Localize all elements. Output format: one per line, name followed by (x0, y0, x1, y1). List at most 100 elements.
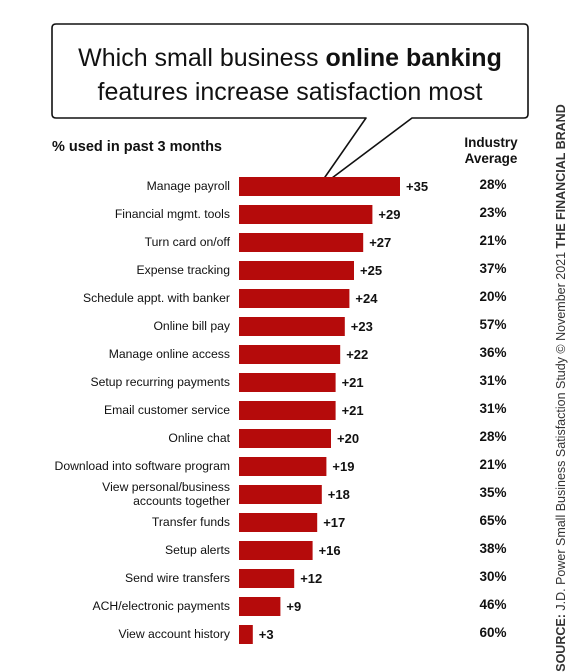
category-label-line: Schedule appt. with banker (82, 290, 230, 305)
chart-title-line-2: features increase satisfaction most (97, 78, 483, 106)
value-label-11: +18 (327, 486, 350, 502)
industry-average-4: 20% (479, 288, 507, 304)
industry-average-header: Industry Average (455, 135, 527, 167)
bar-14 (239, 569, 295, 588)
industry-average-13: 38% (479, 540, 507, 556)
category-label-line: Online chat (168, 430, 230, 445)
industry-average-11: 35% (479, 484, 507, 500)
value-label-2: +27 (369, 234, 392, 250)
category-label-5: Online bill pay (153, 319, 230, 333)
category-label-7: Setup recurring payments (90, 375, 230, 389)
category-label-line: View personal/business (102, 479, 230, 494)
industry-average-1: 23% (479, 204, 507, 220)
industry-average-15: 46% (479, 596, 507, 612)
category-label-1: Financial mgmt. tools (115, 207, 230, 221)
category-label-2: Turn card on/off (145, 235, 230, 249)
category-label-0: Manage payroll (147, 179, 230, 193)
category-label-line: Setup alerts (164, 542, 230, 557)
category-label-14: Send wire transfers (125, 571, 230, 585)
chart-subtitle: % used in past 3 months (52, 139, 222, 155)
category-label-line: accounts together (133, 493, 230, 508)
category-label-line: Setup recurring payments (90, 374, 230, 389)
bar-8 (239, 401, 336, 420)
category-label-line: Online bill pay (153, 318, 230, 333)
value-label-0: +35 (406, 178, 429, 194)
category-label-11: View personal/business accounts together (102, 480, 230, 508)
brand-name: THE FINANCIAL BRAND (554, 104, 568, 249)
category-label-16: View account history (118, 627, 230, 641)
bar-10 (239, 457, 327, 476)
industry-average-16: 60% (479, 624, 507, 640)
value-label-10: +19 (332, 458, 355, 474)
source-label: SOURCE: (554, 614, 568, 672)
bar-13 (239, 541, 313, 560)
category-label-8: Email customer service (104, 403, 230, 417)
industry-average-7: 31% (479, 372, 507, 388)
value-label-3: +25 (360, 262, 383, 278)
category-label-line: Download into software program (54, 458, 230, 473)
industry-average-5: 57% (479, 316, 507, 332)
industry-average-12: 65% (479, 512, 507, 528)
category-label-13: Setup alerts (165, 543, 230, 557)
category-label-line: View account history (118, 626, 230, 641)
value-label-6: +22 (346, 346, 369, 362)
bar-15 (239, 597, 281, 616)
bar-5 (239, 317, 345, 336)
bar-2 (239, 233, 364, 252)
category-label-10: Download into software program (55, 459, 230, 473)
category-label-3: Expense tracking (137, 263, 231, 277)
category-label-15: ACH/electronic payments (92, 599, 230, 613)
category-label-line: Email customer service (104, 402, 230, 417)
category-label-line: ACH/electronic payments (92, 598, 230, 613)
bar-1 (239, 205, 373, 224)
industry-average-0: 28% (479, 176, 507, 192)
category-label-line: Transfer funds (151, 514, 230, 529)
value-label-16: +3 (258, 626, 274, 642)
value-label-8: +21 (341, 402, 364, 418)
bar-7 (239, 373, 336, 392)
industry-average-header-line-2: Average (464, 151, 518, 166)
category-label-line: Manage payroll (146, 178, 230, 193)
value-label-1: +29 (378, 206, 401, 222)
title-regular-text: Which small business (78, 44, 326, 72)
industry-average-8: 31% (479, 400, 507, 416)
bar-16 (239, 625, 253, 644)
value-label-15: +9 (286, 598, 302, 614)
industry-average-14: 30% (479, 568, 507, 584)
category-label-6: Manage online access (109, 347, 230, 361)
bar-0 (239, 177, 400, 196)
industry-average-3: 37% (479, 260, 507, 276)
speech-bubble (51, 23, 529, 191)
category-label-9: Online chat (168, 431, 230, 445)
industry-average-9: 28% (479, 428, 507, 444)
category-label-12: Transfer funds (152, 515, 230, 529)
chart-title-line-1: Which small business online banking (55, 44, 525, 73)
source-text: J.D. Power Small Business Satisfaction S… (554, 248, 568, 615)
title-bold-text: online banking (325, 44, 502, 72)
bar-11 (239, 485, 322, 504)
value-label-12: +17 (323, 514, 346, 530)
industry-average-6: 36% (479, 344, 507, 360)
value-label-4: +24 (355, 290, 378, 306)
value-label-7: +21 (341, 374, 364, 390)
bar-6 (239, 345, 341, 364)
source-note: SOURCE: J.D. Power Small Business Satisf… (554, 104, 568, 672)
category-label-4: Schedule appt. with banker (83, 291, 230, 305)
category-label-line: Turn card on/off (144, 234, 230, 249)
category-label-line: Expense tracking (136, 262, 231, 277)
value-label-14: +12 (300, 570, 323, 586)
category-label-line: Financial mgmt. tools (114, 206, 230, 221)
value-label-13: +16 (318, 542, 341, 558)
value-label-9: +20 (337, 430, 360, 446)
industry-average-header-line-1: Industry (464, 135, 518, 150)
industry-average-10: 21% (479, 456, 507, 472)
industry-average-2: 21% (479, 232, 507, 248)
category-label-line: Manage online access (108, 346, 230, 361)
bar-12 (239, 513, 318, 532)
category-label-line: Send wire transfers (125, 570, 230, 585)
value-label-5: +23 (350, 318, 373, 334)
bar-4 (239, 289, 350, 308)
bar-9 (239, 429, 331, 448)
bar-3 (239, 261, 354, 280)
